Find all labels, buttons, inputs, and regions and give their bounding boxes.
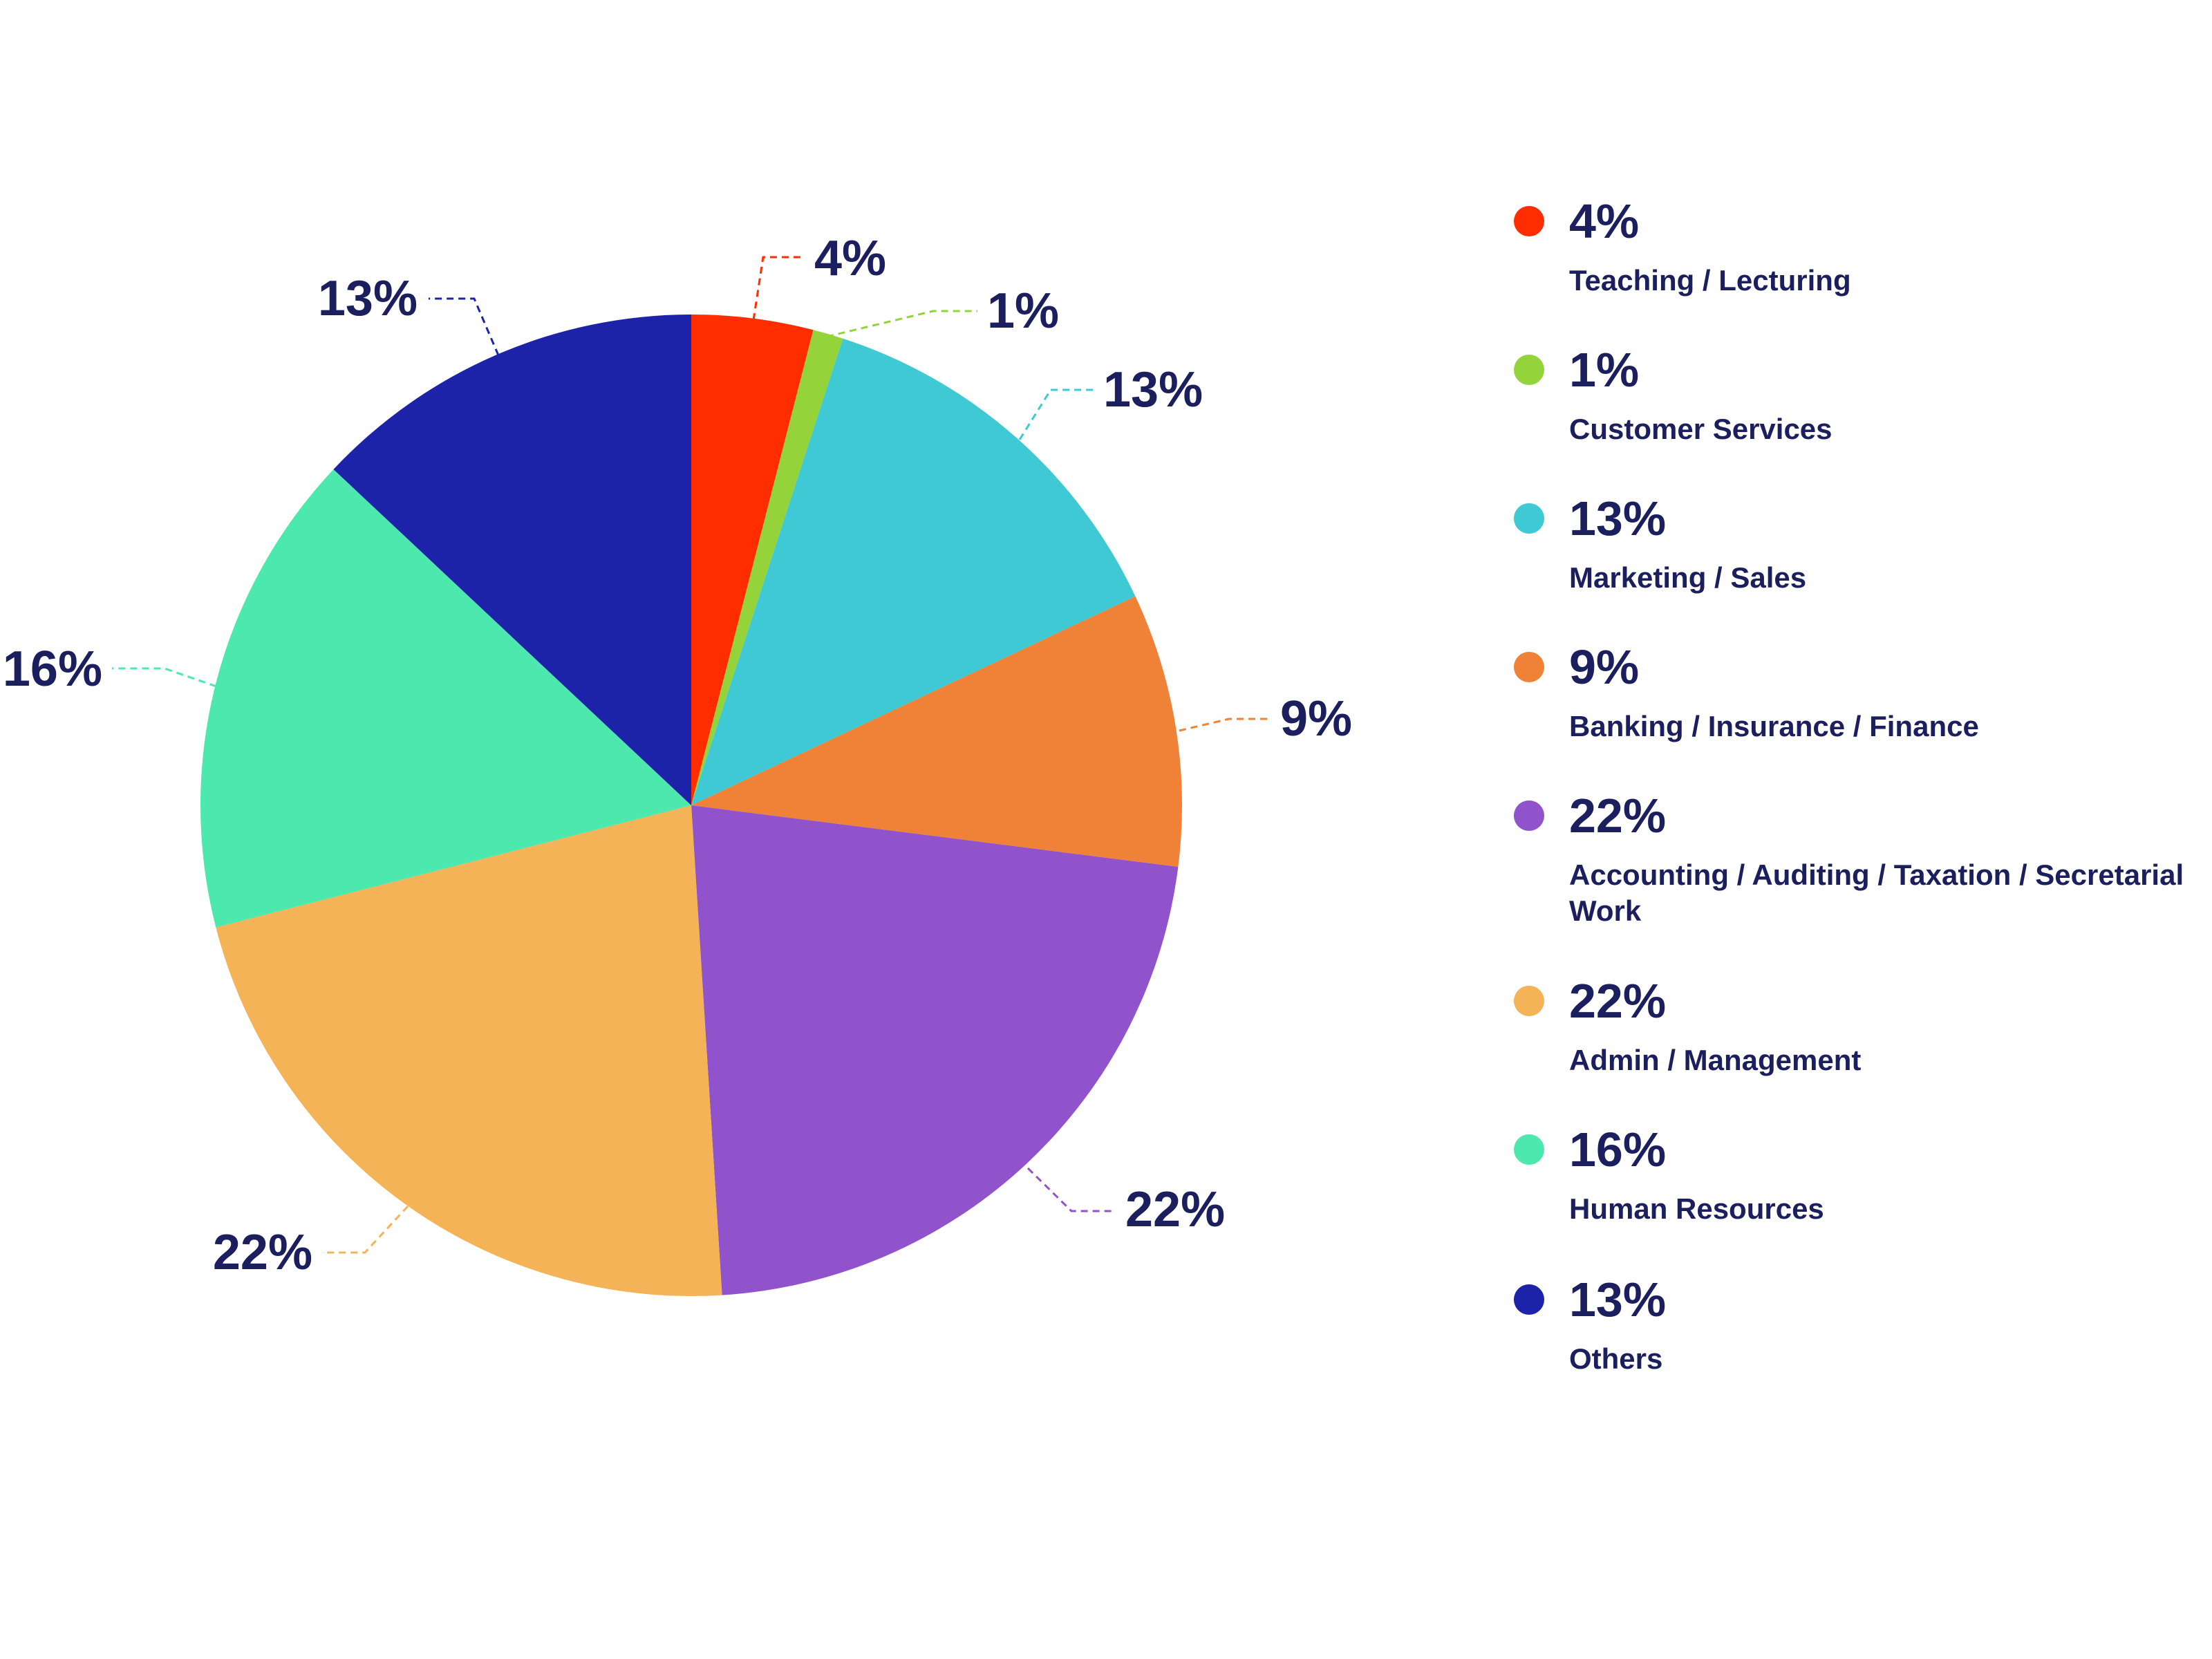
leader-line-teaching: [752, 256, 805, 321]
pie-slice-accounting: [691, 805, 1179, 1295]
legend-dot-accounting: [1514, 800, 1544, 831]
legend-dot-customer-services: [1514, 355, 1544, 385]
pie-slice-admin: [216, 805, 722, 1297]
pie-slice-teaching: [691, 315, 814, 805]
legend-dot-others: [1514, 1284, 1544, 1315]
legend-value-admin: 22%: [1569, 974, 1667, 1028]
legend-value-human-resources: 16%: [1569, 1123, 1667, 1177]
leader-line-accounting: [1027, 1167, 1116, 1212]
slice-label-accounting: 22%: [1125, 1182, 1225, 1237]
legend-value-accounting: 22%: [1569, 789, 1667, 843]
pie-slices: [200, 315, 1182, 1297]
slice-label-customer-services: 1%: [987, 283, 1059, 339]
legend-label-accounting: Accounting / Auditing / Taxation / Secre…: [1569, 859, 2184, 927]
legend-label-others: Others: [1569, 1342, 1663, 1375]
leader-line-others: [429, 297, 500, 356]
leader-line-admin: [322, 1205, 409, 1254]
legend-label-admin: Admin / Management: [1569, 1044, 1862, 1076]
pie-slice-banking: [691, 596, 1182, 867]
slice-label-admin: 22%: [213, 1225, 312, 1280]
leader-line-banking: [1179, 718, 1271, 732]
legend-label-customer-services: Customer Services: [1569, 413, 1833, 445]
legend-dot-human-resources: [1514, 1134, 1544, 1165]
legend-value-customer-services: 1%: [1569, 343, 1640, 397]
pie-slice-others: [333, 315, 691, 805]
legend-dot-banking: [1514, 652, 1544, 682]
legend-label-banking: Banking / Insurance / Finance: [1569, 710, 1979, 742]
legend-value-teaching: 4%: [1569, 194, 1640, 248]
legend-value-marketing: 13%: [1569, 491, 1667, 545]
slice-label-others: 13%: [318, 271, 418, 326]
legend-dot-teaching: [1514, 206, 1544, 236]
pie-slice-human-resources: [200, 469, 691, 928]
leader-line-human-resources: [112, 667, 217, 688]
legend-value-banking: 9%: [1569, 640, 1640, 694]
pie-slice-customer-services: [691, 330, 843, 805]
legend-dot-marketing: [1514, 503, 1544, 534]
legend-label-marketing: Marketing / Sales: [1569, 561, 1807, 594]
legend-dot-admin: [1514, 986, 1544, 1016]
legend-label-teaching: Teaching / Lecturing: [1569, 264, 1851, 297]
slice-label-banking: 9%: [1280, 691, 1352, 747]
slice-labels: 4% 1% 13% 9% 22% 22% 16% 13%: [3, 231, 1352, 1280]
leader-line-marketing: [1018, 388, 1094, 440]
legend-value-others: 13%: [1569, 1273, 1667, 1327]
leader-lines: [112, 256, 1271, 1254]
leader-line-customer-services: [826, 310, 977, 338]
slice-label-human-resources: 16%: [3, 641, 102, 697]
legend-label-human-resources: Human Resources: [1569, 1192, 1824, 1225]
slice-label-marketing: 13%: [1103, 362, 1203, 418]
pie-slice-marketing: [691, 338, 1136, 805]
slice-label-teaching: 4%: [814, 231, 886, 286]
